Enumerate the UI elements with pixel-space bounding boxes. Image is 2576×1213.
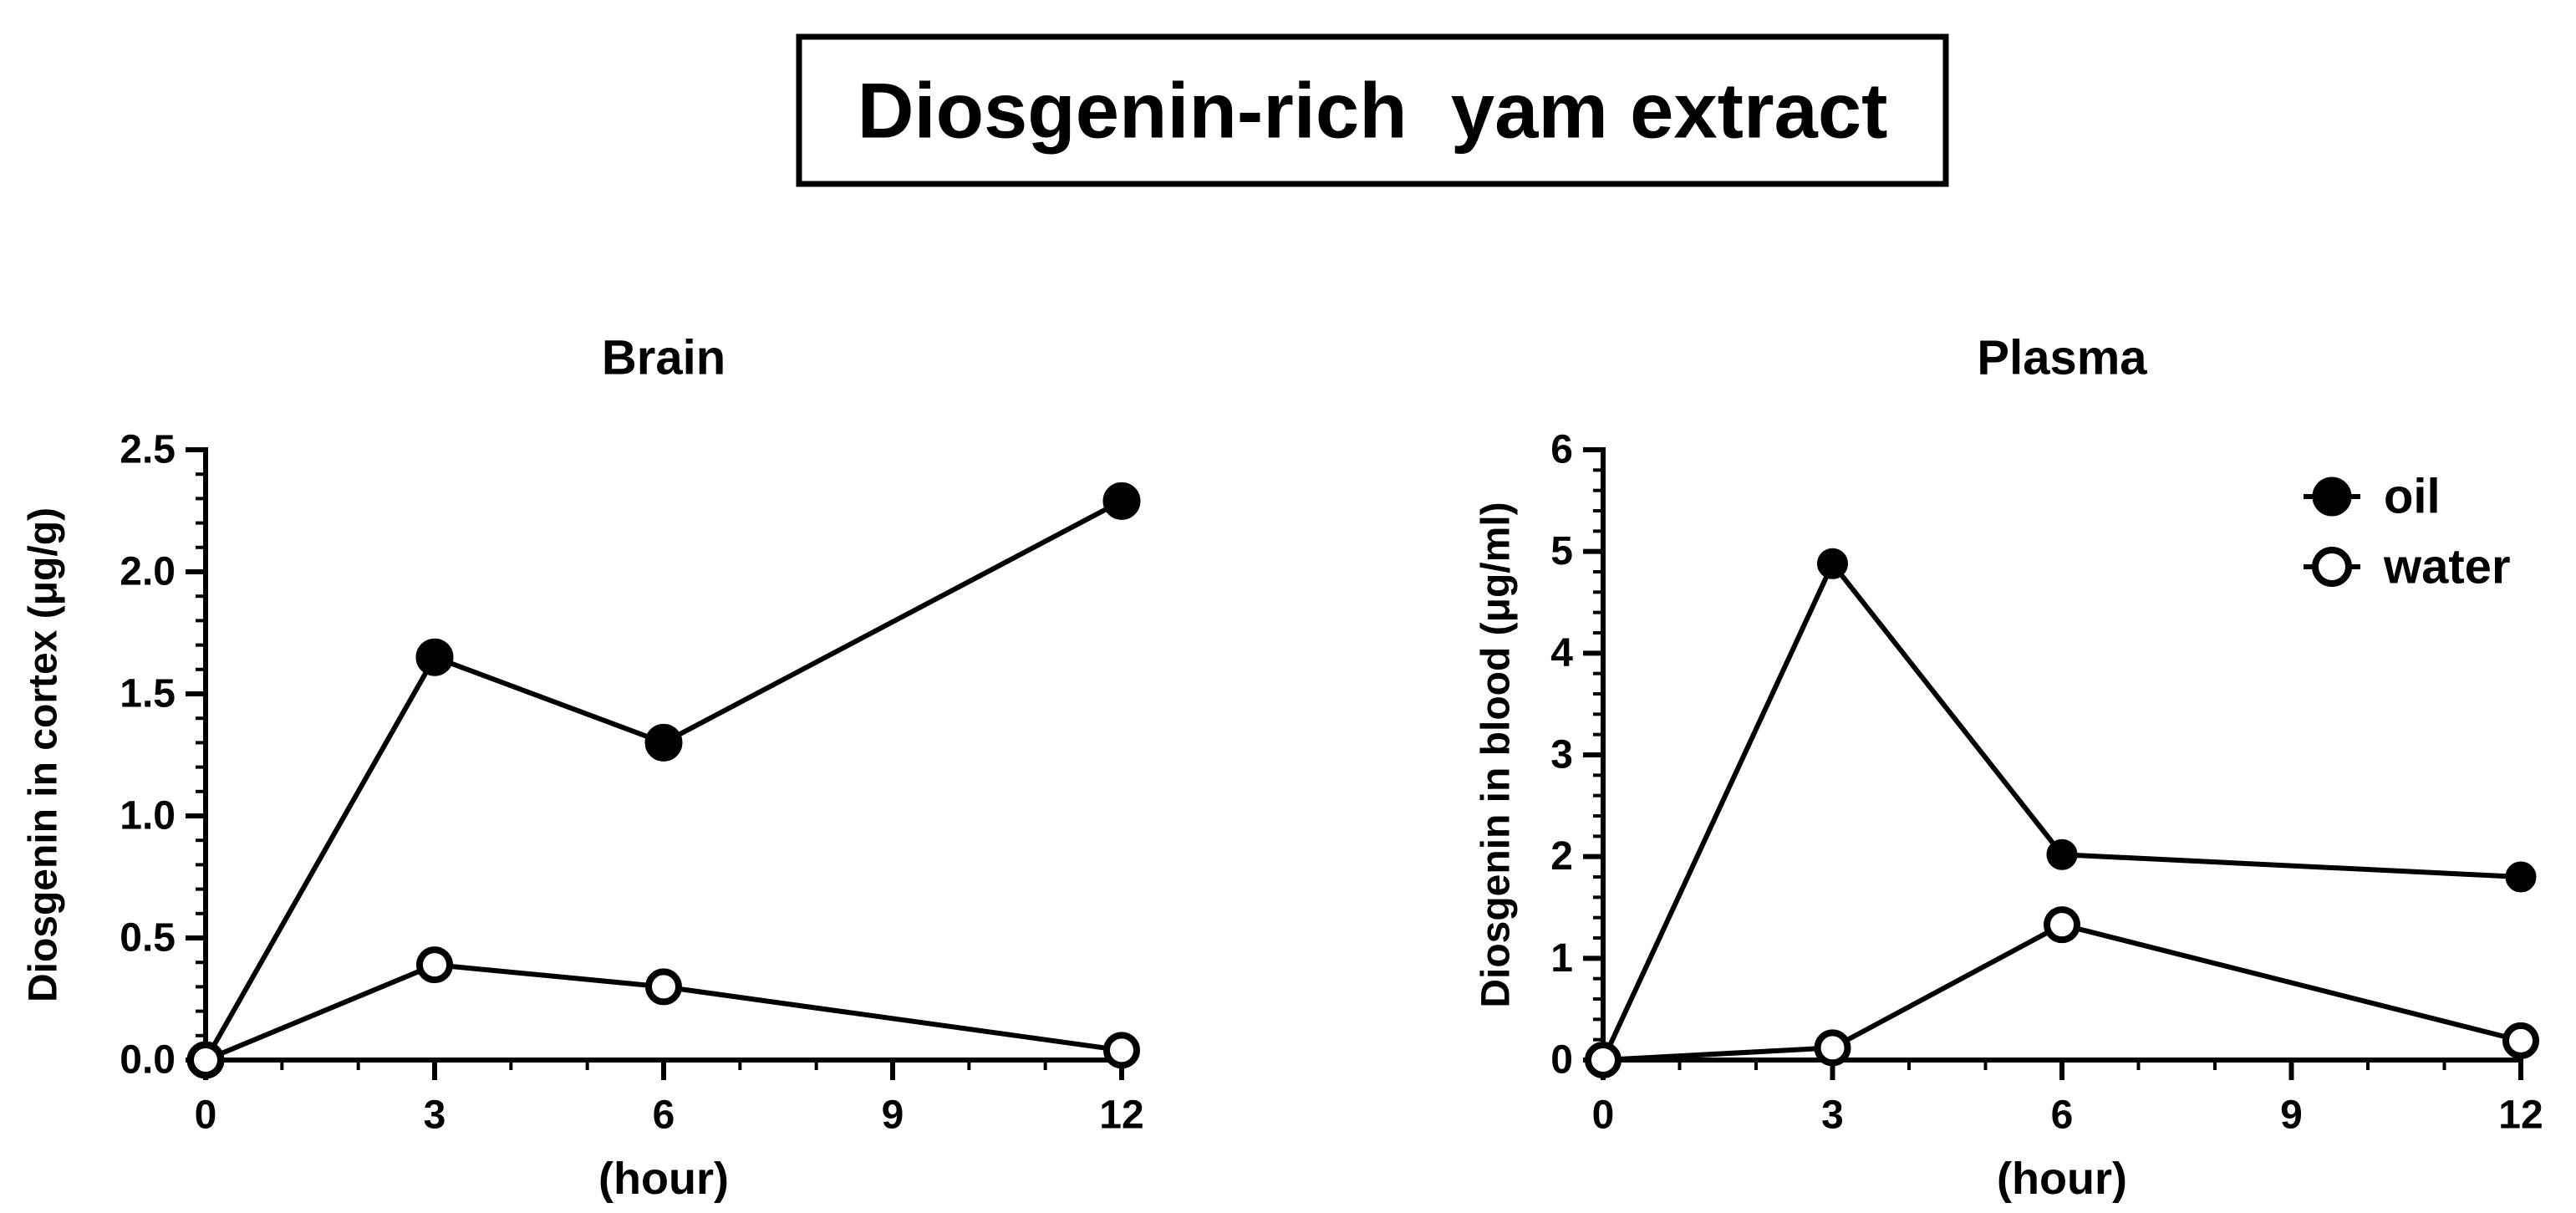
brain-water-point (645, 968, 682, 1006)
brain-x-tick-label: 6 (653, 1093, 675, 1138)
brain-title: Brain (602, 331, 725, 385)
plasma-oil-point (2505, 861, 2537, 893)
plasma-y-tick-label: 4 (1550, 631, 1573, 675)
brain-oil-point (644, 723, 683, 762)
plasma-water-point (1814, 1029, 1851, 1067)
plasma-y-tick-label: 6 (1550, 428, 1573, 472)
brain-y-tick-label: 0.5 (120, 916, 176, 961)
brain-panel: Brain 0.0 0.5 1.0 1.5 2.0 2.5 0 3 6 9 12 (hour) Diosg… (22, 331, 1144, 1205)
brain-water-point (416, 946, 453, 984)
brain-y-axis-label: Diosgenin in cortex (μg/g) (22, 507, 66, 1002)
plasma-water-point (2502, 1022, 2539, 1059)
brain-water-point (187, 1042, 224, 1078)
brain-y-tick-label: 2.0 (120, 550, 176, 594)
plasma-x-tick-label: 3 (1821, 1093, 1844, 1138)
plasma-y-axis-label: Diosgenin in blood (μg/ml) (1474, 502, 1519, 1007)
plasma-x-tick-label: 0 (1592, 1093, 1615, 1138)
legend-oil-label: oil (2384, 470, 2441, 524)
plasma-x-tick-label: 9 (2280, 1093, 2303, 1138)
plasma-water-point (1585, 1042, 1621, 1078)
plasma-water-point (2044, 906, 2080, 944)
title-frame (796, 33, 1949, 187)
figure-title: Diosgenin-rich yam extract (858, 67, 1888, 155)
plasma-oil-point (2046, 838, 2078, 870)
brain-water-point (1103, 1032, 1140, 1069)
plasma-y-tick-label: 5 (1550, 529, 1573, 573)
legend-water-marker (2312, 547, 2352, 587)
plasma-y-tick-label: 0 (1550, 1038, 1573, 1083)
brain-x-axis-label: (hour) (598, 1154, 729, 1204)
legend-oil-marker (2312, 477, 2352, 517)
brain-x-tick-label: 9 (882, 1093, 904, 1138)
brain-oil-point (415, 638, 454, 676)
plasma-oil-point (1817, 548, 1848, 579)
plasma-water-line (1602, 922, 2522, 1063)
brain-x-tick-label: 12 (1099, 1093, 1143, 1138)
plasma-y-tick-label: 2 (1550, 834, 1573, 879)
plasma-title: Plasma (1977, 331, 2147, 385)
brain-water-line (204, 962, 1123, 1063)
brain-oil-point (1102, 482, 1141, 520)
brain-y-tick-label: 2.5 (120, 428, 176, 472)
brain-x-tick-label: 3 (424, 1093, 446, 1138)
brain-oil-line (203, 498, 1123, 1062)
legend: oil water (2304, 470, 2511, 594)
brain-y-tick-label: 0.0 (120, 1038, 176, 1083)
figure-title-box: Diosgenin-rich yam extract (796, 33, 1949, 187)
legend-water-label: water (2383, 540, 2511, 594)
brain-x-tick-label: 0 (195, 1093, 217, 1138)
plasma-oil-line (1601, 561, 2522, 1062)
plasma-x-tick-label: 6 (2051, 1093, 2074, 1138)
plasma-y-tick-label: 3 (1550, 733, 1573, 777)
plasma-y-tick-label: 1 (1550, 936, 1573, 981)
plasma-x-axis-label: (hour) (1997, 1154, 2127, 1204)
brain-y-tick-label: 1.0 (120, 794, 176, 838)
plasma-x-tick-label: 12 (2498, 1093, 2543, 1138)
brain-y-tick-label: 1.5 (120, 672, 176, 716)
